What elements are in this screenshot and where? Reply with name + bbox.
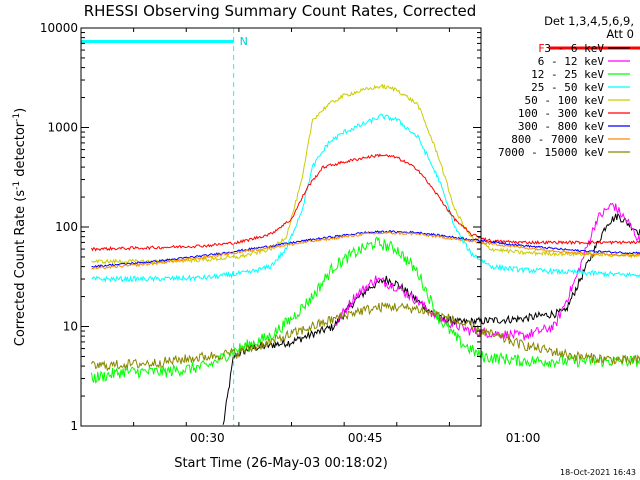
y-axis-label-sup2: -1 <box>12 113 22 122</box>
flare-interval-bar <box>549 46 640 50</box>
timestamp: 18-Oct-2021 16:43 <box>560 468 636 477</box>
series-line-3 <box>91 236 640 384</box>
y-tick-label: 10000 <box>40 21 78 35</box>
night-interval-bar <box>81 40 234 43</box>
y-tick-label: 10 <box>63 320 78 334</box>
series-line-7 <box>91 230 640 268</box>
legend-entry-label: 6 - 12 keV <box>538 55 605 68</box>
series-line-9 <box>91 302 640 372</box>
y-axis: 1 10 100 1000 10000 <box>40 21 481 433</box>
legend-entry-label: 800 - 7000 keV <box>511 133 604 146</box>
y-axis-label-sup1: -1 <box>12 181 22 190</box>
legend-entry-label: 50 - 100 keV <box>525 94 605 107</box>
series-line-8 <box>91 231 640 270</box>
legend-entry-label: 7000 - 15000 keV <box>498 146 604 159</box>
y-axis-label-mid: detector <box>13 121 28 181</box>
legend-entry-label: 3 - 6 keV <box>544 42 604 55</box>
x-tick-label: 01:00 <box>506 431 541 445</box>
legend-entry-label: 100 - 300 keV <box>518 107 604 120</box>
legend-entry-label: 25 - 50 keV <box>531 81 604 94</box>
series-line-4 <box>91 113 640 284</box>
y-tick-label: 1000 <box>47 121 78 135</box>
x-tick-label: 00:30 <box>190 431 225 445</box>
chart-title: RHESSI Observing Summary Count Rates, Co… <box>84 2 477 20</box>
series-line-1 <box>222 213 640 425</box>
y-axis-label-main: Corrected Count Rate (s <box>13 190 28 347</box>
legend-header-line-1: Det 1,3,4,5,6,9, <box>544 14 634 28</box>
x-axis-label: Start Time (26-May-03 00:18:02) <box>174 456 388 471</box>
y-axis-label-end: ) <box>13 108 28 113</box>
legend-entry-label: 12 - 25 keV <box>531 68 604 81</box>
flare-label: F <box>538 42 544 55</box>
legend-entry-label: 300 - 800 keV <box>518 120 604 133</box>
y-tick-label: 1 <box>70 419 78 433</box>
night-label: N <box>240 35 248 48</box>
series-line-2 <box>333 202 640 341</box>
y-tick-label: 100 <box>55 220 78 234</box>
series-line-6 <box>91 153 640 252</box>
y-axis-label: Corrected Count Rate (s-1 detector-1) <box>12 108 28 346</box>
legend-header-line-2: Att 0 <box>606 27 634 41</box>
series-layer <box>91 83 640 425</box>
x-tick-label: 00:45 <box>348 431 383 445</box>
